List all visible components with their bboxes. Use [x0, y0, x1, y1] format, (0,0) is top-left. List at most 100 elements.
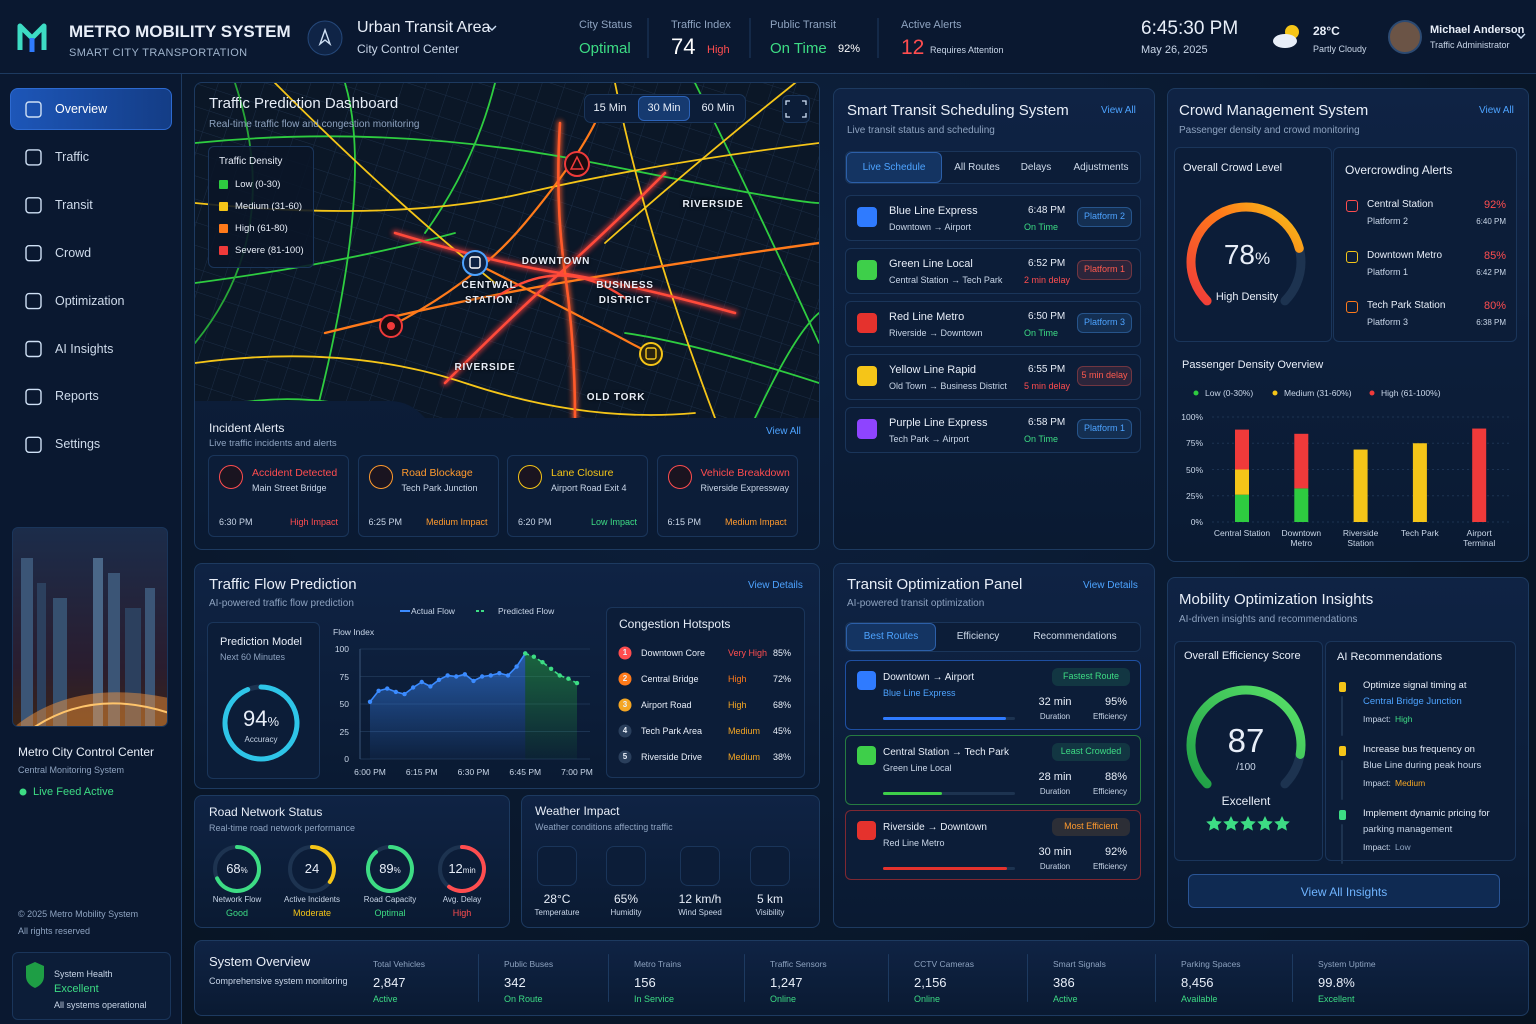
network-label: Avg. Delay [442, 895, 482, 904]
platform-text: Platform 2 [1083, 211, 1126, 221]
feed-title: Metro City Control Center [18, 745, 155, 759]
nav-item[interactable]: Optimization [55, 293, 125, 308]
weather-icon-box [750, 846, 790, 886]
user-name[interactable]: Michael Anderson [1430, 24, 1525, 36]
view-details[interactable]: View Details [1083, 580, 1138, 591]
nav-item[interactable]: AI Insights [55, 341, 114, 356]
stat-label: City Status [579, 19, 633, 31]
efficiency-value: 92% [1104, 846, 1128, 858]
overview-value: 1,247 [770, 975, 803, 990]
duration-label: Duration [1039, 862, 1071, 871]
expand-button[interactable] [782, 95, 810, 123]
x-tick-label: Airport Terminal [1463, 528, 1496, 549]
duration-value: 30 min [1038, 846, 1072, 858]
impact-label: Impact: [1363, 778, 1391, 788]
incident-icon [368, 465, 393, 489]
card-title: Overall Crowd Level [1183, 162, 1283, 174]
line-icon [857, 260, 877, 280]
platform-text: Platform 3 [1083, 317, 1126, 327]
nav-item[interactable]: Transit [55, 197, 93, 212]
alert-name: Tech Park Station [1367, 300, 1446, 311]
legend-label: Predicted Flow [498, 606, 555, 616]
weather-value: 65% [613, 892, 639, 906]
gauge-value [215, 845, 261, 893]
area-name[interactable]: Urban Transit Area [357, 19, 491, 36]
user-role: Traffic Administrator [1430, 40, 1510, 50]
time-tab[interactable]: 15 Min [593, 102, 627, 114]
overview-value: 156 [634, 975, 656, 990]
panel-title: Smart Transit Scheduling System [847, 102, 1069, 119]
flow-point [548, 666, 554, 671]
optimization-tab[interactable]: Efficiency [956, 631, 1000, 642]
schedule-tab[interactable]: Live Schedule [862, 162, 926, 173]
avatar[interactable] [1388, 20, 1422, 54]
rank-badge [618, 724, 632, 738]
route-icon [857, 671, 876, 690]
nav-item[interactable]: Settings [55, 437, 101, 452]
schedule-tab-active[interactable] [846, 152, 942, 183]
view-all[interactable]: View All [1101, 105, 1136, 116]
crowd-level-part: 78 [1223, 239, 1256, 270]
line-status: 5 min delay [1024, 381, 1071, 391]
incident-icon [219, 465, 243, 489]
time-tab-active[interactable] [638, 96, 690, 121]
schedule-tab[interactable]: All Routes [954, 162, 1000, 173]
stat-value: Optimal [579, 40, 631, 57]
departure-time: 6:52 PM [1028, 258, 1066, 269]
alert-platform: Platform 3 [1367, 317, 1409, 327]
optimization-tab-active[interactable] [846, 623, 936, 651]
nav-item[interactable]: Crowd [55, 245, 92, 260]
nav-item[interactable]: Reports [55, 389, 99, 404]
panel-title: Mobility Optimization Insights [1179, 591, 1374, 608]
line-route: Downtown → Airport [889, 222, 972, 232]
time-tab[interactable]: 30 Min [647, 102, 681, 114]
nav-item[interactable]: Overview [55, 102, 108, 116]
time-tab[interactable]: 60 Min [701, 102, 735, 114]
impact-label: Impact: [1363, 842, 1391, 852]
platform-text: 5 min delay [1081, 370, 1128, 380]
legend-label: Severe (81-100) [235, 245, 304, 256]
panel-title: Traffic Flow Prediction [209, 576, 357, 593]
dropdown-arrow[interactable] [487, 25, 497, 31]
schedule-tab[interactable]: Delays [1020, 162, 1052, 173]
flow-point [574, 680, 580, 686]
insights-button-text[interactable]: View All Insights [1300, 885, 1388, 899]
panel-subtitle: AI-powered traffic flow prediction [209, 598, 354, 609]
schedule-tab[interactable]: Adjustments [1073, 162, 1129, 173]
nav-active[interactable] [10, 88, 172, 130]
route-name: Riverside → Downtown [883, 822, 987, 833]
view-all[interactable]: View All [766, 426, 801, 437]
y-tick-label: 100 [334, 644, 349, 654]
optimization-tab[interactable]: Recommendations [1033, 631, 1117, 642]
insights-button[interactable] [1188, 874, 1500, 908]
flow-point [505, 673, 511, 678]
alert-time: 6:38 PM [1476, 318, 1506, 327]
platform-badge [1077, 419, 1132, 439]
section-title: Incident Alerts [209, 421, 285, 435]
gauge-value [366, 845, 414, 893]
nav-icon [25, 149, 42, 166]
network-value: 68% [226, 861, 248, 877]
weather-text: Partly Cloudy [1313, 44, 1367, 54]
panel-title: Traffic Prediction Dashboard [209, 95, 399, 112]
overview-status: Active [373, 994, 398, 1004]
legend-swatch [219, 180, 228, 189]
overview-value: 2,847 [373, 975, 406, 990]
legend-marker [1193, 390, 1199, 396]
overview-label: Public Buses [504, 959, 554, 969]
gauge-value [447, 845, 486, 893]
crowd-level-card [1174, 147, 1332, 342]
recommendation-text: Implement dynamic pricing for [1363, 808, 1490, 819]
nav-item[interactable]: Traffic [55, 149, 90, 164]
nav-icon [25, 292, 42, 310]
app-subtitle: SMART CITY TRANSPORTATION [69, 47, 248, 59]
route-icon [857, 821, 876, 840]
view-details[interactable]: View Details [748, 580, 803, 591]
view-all[interactable]: View All [1479, 105, 1514, 116]
stars [1206, 816, 1290, 831]
efficiency-value: 95% [1104, 696, 1128, 708]
optimization-tab[interactable]: Best Routes [863, 631, 919, 642]
hotspot-level: Very High [728, 648, 768, 658]
rank-number: 3 [622, 700, 628, 709]
area-icon[interactable] [307, 20, 343, 56]
